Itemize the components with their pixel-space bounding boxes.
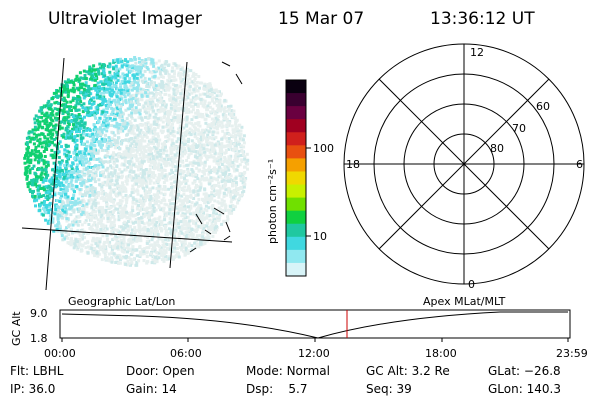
param-value: 3.2 Re	[411, 364, 450, 378]
timeline-x-tick-4: 23:59	[556, 347, 588, 360]
color-scale-tick-100: 100	[313, 142, 334, 155]
param-key: GLon:	[488, 382, 523, 396]
polar-grid	[343, 43, 585, 285]
param-value: Normal	[286, 364, 330, 378]
color-scale-unit-label: photon cm⁻²s⁻¹	[266, 159, 279, 244]
color-scale-blocks	[286, 80, 306, 277]
param-key: Flt:	[10, 364, 29, 378]
param-key: IP:	[10, 382, 25, 396]
param-key: GLat:	[488, 364, 521, 378]
emission-pixels	[23, 56, 250, 267]
timeline-y-tick-bottom: 1.8	[30, 332, 48, 345]
param-key: Dsp:	[246, 382, 274, 396]
params-row-1: Flt: LBHL Door: Open Mode: Normal GC Alt…	[0, 364, 600, 380]
param-key: Door:	[126, 364, 159, 378]
mlat-label-70: 70	[512, 122, 526, 135]
mlt-label-dawn: 6	[576, 158, 583, 171]
param-value: 39	[396, 382, 412, 396]
mlat-label-60: 60	[536, 100, 550, 113]
params-row-2: IP: 36.0 Gain: 14 Dsp: 5.7 Seq: 39 GLon:…	[0, 382, 600, 398]
param-value: 36.0	[28, 382, 56, 396]
timeline-left-label: Geographic Lat/Lon	[68, 295, 175, 308]
auroral-image	[21, 56, 250, 291]
param-key: Seq:	[366, 382, 393, 396]
orbit-timeline: Geographic Lat/Lon Apex MLat/MLT GC Alt …	[10, 295, 588, 360]
instrument-title: Ultraviolet Imager	[48, 9, 202, 29]
param-value: 14	[161, 382, 177, 396]
image-date: 15 Mar 07	[278, 9, 364, 29]
mlt-label-dusk: 18	[346, 158, 360, 171]
color-scale-bar: 100 10 photon cm⁻²s⁻¹	[266, 79, 334, 277]
param-key: Mode:	[246, 364, 283, 378]
mlat-label-80: 80	[490, 142, 504, 155]
param-value: 5.7	[288, 382, 308, 396]
param-key: GC Alt:	[366, 364, 408, 378]
timeline-y-axis-label: GC Alt	[10, 311, 23, 346]
param-value: Open	[162, 364, 195, 378]
mlt-label-noon: 12	[470, 46, 484, 59]
timeline-right-label: Apex MLat/MLT	[423, 295, 506, 308]
image-time: 13:36:12 UT	[430, 9, 535, 29]
timeline-x-tick-1: 06:00	[170, 347, 202, 360]
timeline-x-tick-0: 00:00	[44, 347, 76, 360]
timeline-x-tick-2: 12:00	[298, 347, 330, 360]
param-key: Gain:	[126, 382, 158, 396]
color-scale-tick-10: 10	[313, 230, 327, 243]
param-value: LBHL	[32, 364, 64, 378]
mlt-label-midnight: 0	[468, 278, 475, 291]
param-value: −26.8	[523, 364, 561, 378]
param-value: 140.3	[526, 382, 561, 396]
timeline-y-tick-top: 9.0	[30, 307, 48, 320]
lat-lon-grid	[21, 57, 243, 291]
timeline-x-tick-3: 18:00	[425, 347, 457, 360]
